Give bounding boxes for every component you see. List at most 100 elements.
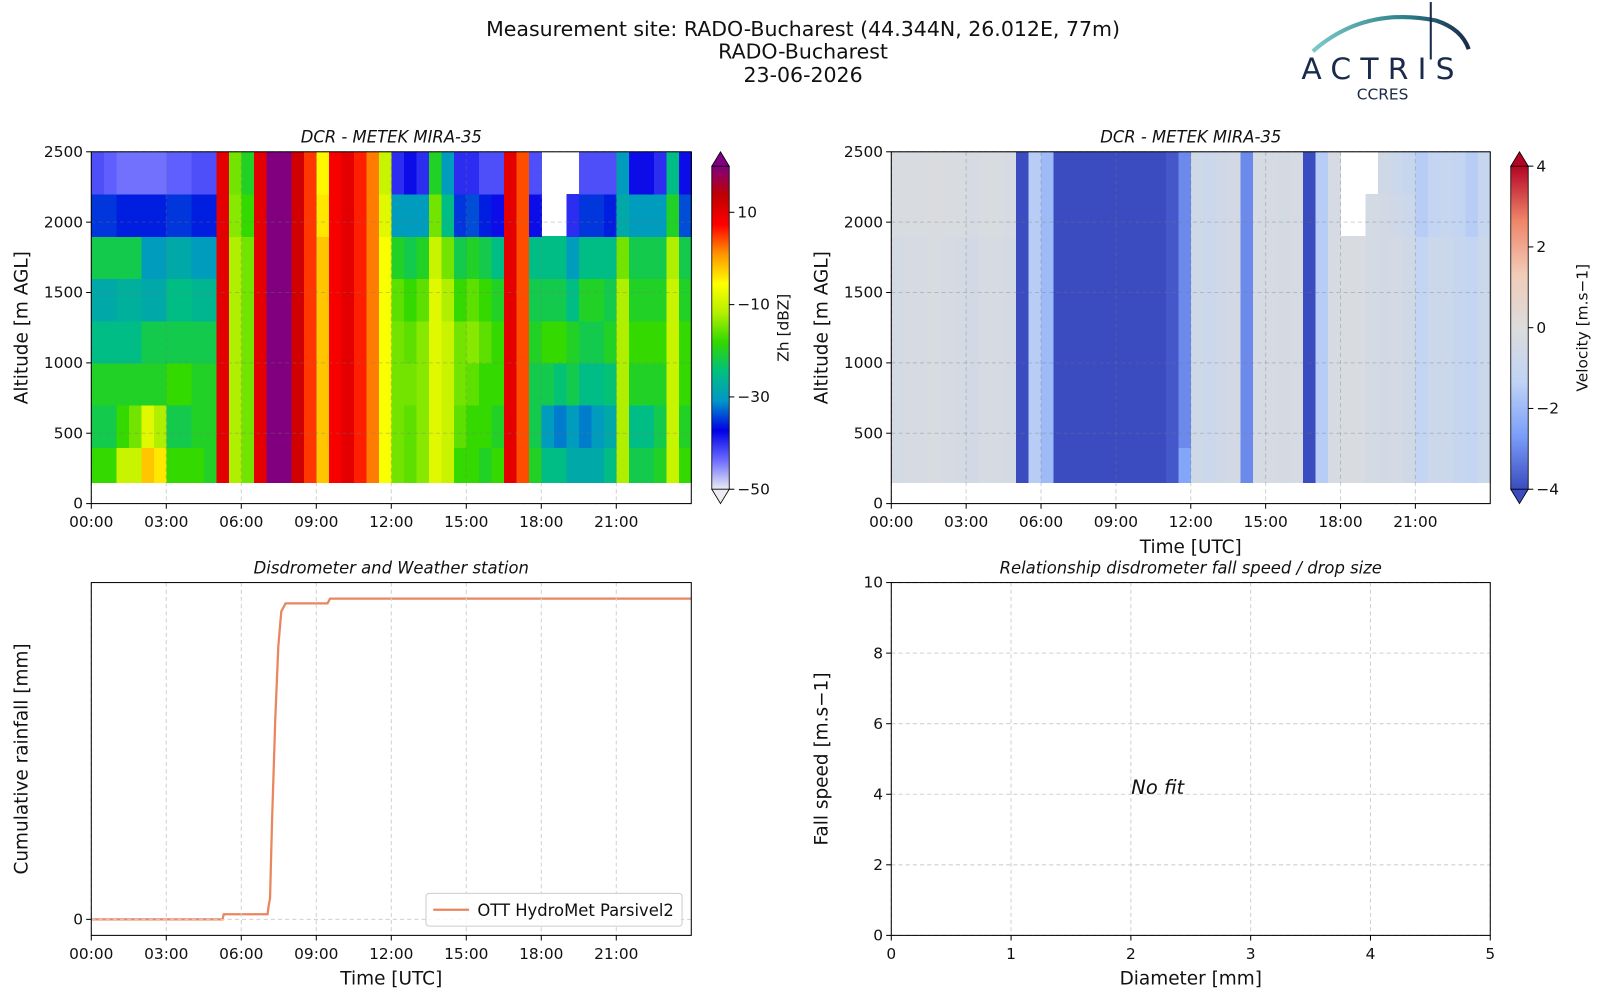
heatmap-cell	[1390, 278, 1404, 322]
heatmap-cell	[341, 362, 355, 406]
heatmap-cell	[991, 236, 1005, 280]
y-tick-label: 500	[854, 424, 883, 442]
heatmap-cell	[266, 405, 280, 448]
heatmap-cell	[441, 447, 455, 484]
heatmap-cell	[928, 278, 942, 322]
heatmap-cell	[203, 320, 217, 364]
x-tick-label: 12:00	[369, 945, 413, 963]
heatmap-cell	[303, 151, 317, 195]
heatmap-cell	[1402, 278, 1417, 322]
heatmap-cell	[128, 405, 142, 448]
heatmap-cell	[616, 362, 630, 406]
heatmap-cell	[1315, 320, 1329, 364]
x-tick-label: 06:00	[1019, 513, 1063, 531]
colorbar-tick-label: 0	[1536, 319, 1546, 337]
heatmap-cell	[378, 278, 392, 322]
heatmap-cell	[903, 194, 917, 237]
heatmap-cell	[416, 405, 430, 448]
plot-frame	[90, 582, 692, 936]
heatmap-cell	[678, 236, 692, 280]
heatmap-cell	[1253, 194, 1267, 237]
heatmap-cell	[1365, 320, 1379, 364]
heatmap-cell	[491, 151, 505, 195]
heatmap-cell	[253, 447, 267, 484]
heatmap-cell	[1003, 236, 1017, 280]
heatmap-cell	[1203, 236, 1217, 280]
heatmap-cell	[516, 447, 530, 484]
heatmap-cell	[291, 278, 305, 322]
x-tick-label: 18:00	[1318, 513, 1362, 531]
heatmap-cell	[1228, 236, 1242, 280]
line	[91, 597, 692, 921]
heatmap-cell	[503, 405, 517, 448]
heatmap-cell	[366, 447, 380, 484]
heatmap-cell	[653, 194, 667, 237]
x-tick-label: 18:00	[519, 513, 563, 531]
heatmap-cell	[1328, 278, 1342, 322]
heatmap-cell	[1065, 362, 1080, 406]
heatmap-cell	[1028, 236, 1042, 280]
heatmap-cell	[1253, 151, 1267, 195]
heatmap-cell	[1041, 405, 1055, 448]
heatmap-cell	[328, 194, 342, 237]
heatmap-cell	[891, 278, 905, 322]
heatmap-cell	[241, 278, 255, 322]
heatmap-cell	[941, 405, 955, 448]
heatmap-cell	[341, 405, 355, 448]
heatmap-cell	[941, 151, 955, 195]
heatmap-cell	[1103, 362, 1117, 406]
heatmap-cell	[266, 447, 280, 484]
heatmap-cell	[1090, 362, 1105, 406]
heatmap-cell	[141, 151, 155, 195]
heatmap-cell	[1240, 447, 1254, 484]
heatmap-cell	[453, 194, 467, 237]
heatmap-cell	[991, 151, 1005, 195]
heatmap-cell	[903, 362, 917, 406]
logo-arc	[1311, 15, 1471, 53]
x-tick-label: 4	[1366, 945, 1376, 963]
heatmap-cell	[1328, 362, 1342, 406]
y-tick-label: 1000	[844, 354, 883, 372]
heatmap-cell	[1165, 405, 1179, 448]
heatmap-cell	[1203, 405, 1217, 448]
heatmap-cell	[491, 236, 505, 280]
heatmap-cell	[316, 447, 330, 484]
heatmap-cell	[1452, 278, 1466, 322]
heatmap-cell	[91, 447, 105, 484]
heatmap-cell	[1390, 236, 1404, 280]
heatmap-cell	[1228, 194, 1242, 237]
heatmap-cell	[1315, 278, 1329, 322]
heatmap-cell	[103, 194, 117, 237]
heatmap-cell	[1228, 278, 1242, 322]
heatmap-cell	[1028, 405, 1042, 448]
heatmap-cell	[166, 447, 180, 484]
heatmap-cell	[353, 151, 367, 195]
heatmap-cell	[978, 405, 992, 448]
heatmap-cell	[1265, 320, 1279, 364]
heatmap-cell	[1053, 320, 1067, 364]
heatmap-cell	[916, 362, 930, 406]
chart-title: Disdrometer and Weather station	[254, 558, 529, 577]
heatmap-cell	[653, 320, 667, 364]
heatmap-cell	[416, 194, 430, 237]
heatmap-cell	[391, 405, 405, 448]
heatmap-cell	[416, 320, 430, 364]
heatmap-cell	[1140, 194, 1154, 237]
heatmap-cell	[278, 278, 292, 322]
heatmap-cell	[1028, 194, 1042, 237]
heatmap-cell	[266, 194, 280, 237]
heatmap-cell	[603, 447, 617, 484]
heatmap-cell	[566, 320, 580, 364]
heatmap-cell	[566, 236, 580, 280]
heatmap-cell	[141, 447, 155, 484]
heatmap-cell	[653, 405, 667, 448]
heatmap-cell	[1440, 447, 1454, 484]
heatmap-cell	[453, 151, 467, 195]
heatmap-cell	[1215, 236, 1229, 280]
heatmap-cell	[1016, 194, 1030, 237]
heatmap-cell	[91, 278, 105, 322]
heatmap-cell	[1278, 151, 1292, 195]
heatmap-cell	[916, 236, 930, 280]
heatmap-cell	[953, 236, 967, 280]
heatmap-cell	[316, 405, 330, 448]
